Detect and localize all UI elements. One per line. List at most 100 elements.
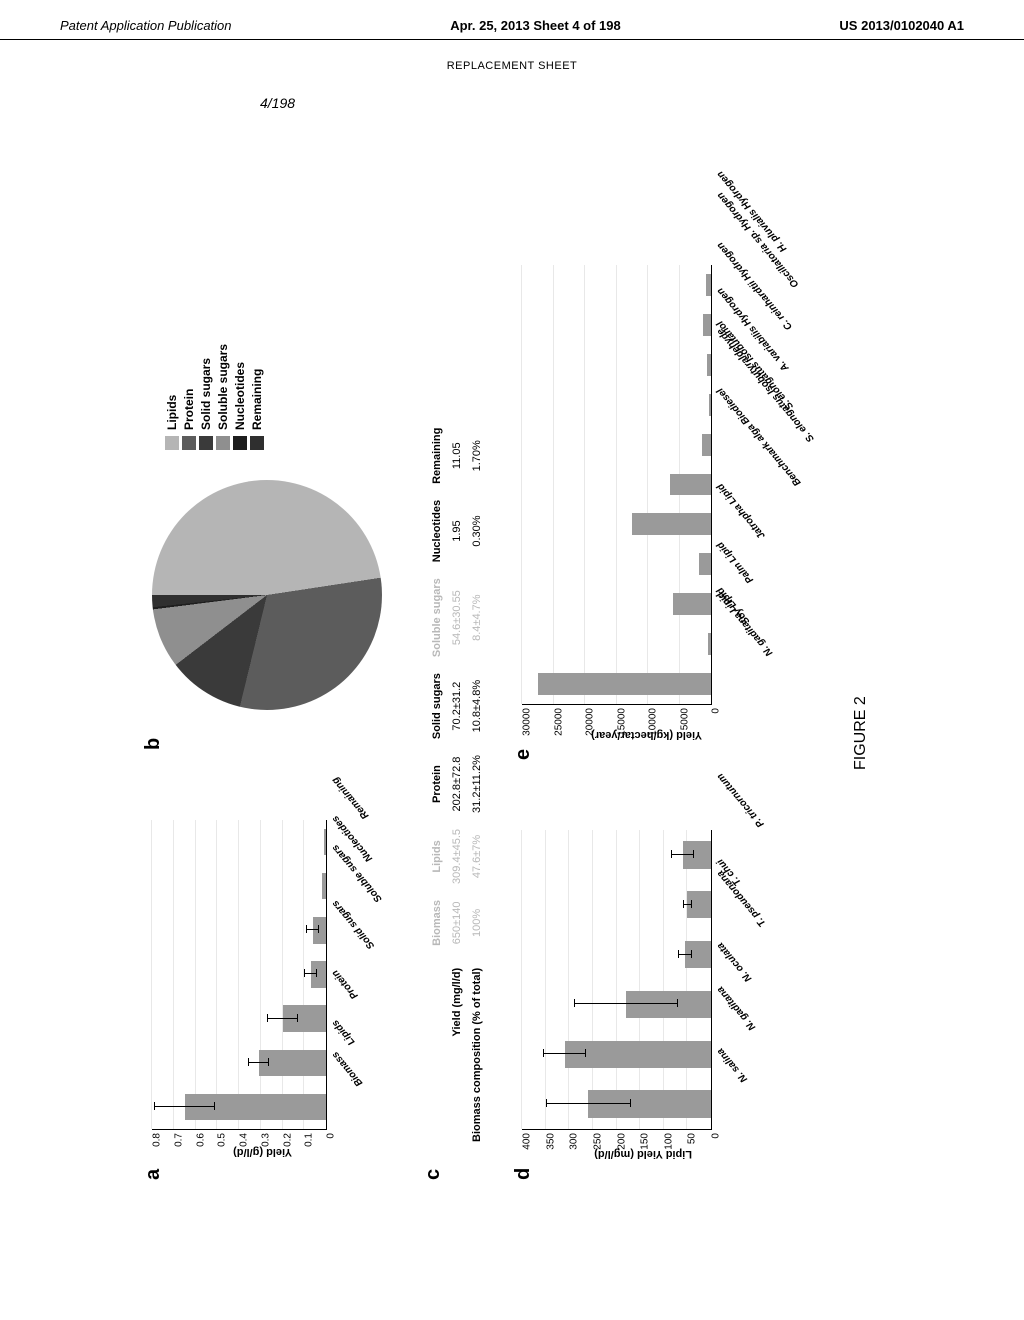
- ytick: 100: [663, 1129, 674, 1150]
- legend-label: Protein: [182, 389, 196, 430]
- table-cell: 650±140: [447, 892, 467, 954]
- chart-d-ylabel: Lipid Yield (mg/l/d): [594, 1148, 692, 1160]
- chart-d-plot: 050100150200250300350400N. salinaN. gadi…: [522, 830, 712, 1130]
- legend-label: Lipids: [165, 395, 179, 430]
- panel-b-label: b: [142, 738, 165, 750]
- bar: [702, 434, 711, 456]
- xlabel: Biomass: [330, 1049, 365, 1088]
- chart-a-ylabel: Yield (g/l/d): [233, 1146, 292, 1158]
- legend-item: Soluble sugars: [216, 344, 230, 450]
- ytick: 0: [711, 704, 722, 714]
- ytick: 0.2: [282, 1129, 293, 1147]
- table-rowlabel: Biomass composition (% of total): [467, 954, 487, 1150]
- table-header: [427, 954, 447, 1150]
- table-header: Solid sugars: [427, 665, 447, 747]
- bar: [707, 354, 711, 376]
- table-cell: 10.8±4.8%: [467, 665, 487, 747]
- xlabel: C. reinhardtii Hydrogen: [715, 240, 795, 332]
- ytick: 20000: [585, 704, 596, 736]
- table-cell: 11.05: [447, 420, 467, 492]
- table-rowlabel: Yield (mg/l/d): [447, 954, 467, 1150]
- legend-item: Remaining: [250, 344, 264, 450]
- xlabel: N. gaditana: [715, 984, 758, 1032]
- xlabel: N. oculata: [715, 940, 754, 984]
- table-cell: 202.8±72.8: [447, 747, 467, 821]
- legend-label: Solid sugars: [199, 358, 213, 430]
- table-header: Soluble sugars: [427, 570, 447, 665]
- legend-label: Nucleotides: [233, 362, 247, 430]
- bar: [324, 829, 326, 855]
- xlabel: T. pseudonana: [715, 868, 768, 929]
- ytick: 15000: [616, 704, 627, 736]
- panel-a-label: a: [142, 1169, 165, 1180]
- legend-item: Nucleotides: [233, 344, 247, 450]
- bar: [685, 941, 711, 968]
- ytick: 5000: [679, 704, 690, 730]
- table-cell: 309.4±45.5: [447, 821, 467, 892]
- xlabel: Soy Lipid: [715, 585, 752, 627]
- table-cell: 8.4±4.7%: [467, 570, 487, 665]
- chart-e-yield-hectare: Yield (kg/hectar/year) 05000100001500020…: [522, 265, 712, 705]
- ytick: 0: [711, 1129, 722, 1139]
- table-header: Nucleotides: [427, 492, 447, 570]
- ytick: 150: [640, 1129, 651, 1150]
- bar: [708, 633, 711, 655]
- legend-swatch: [165, 436, 179, 450]
- ytick: 250: [592, 1129, 603, 1150]
- chart-a-yield: Yield (g/l/d) 00.10.20.30.40.50.60.70.8B…: [152, 820, 327, 1130]
- xlabel: Protein: [330, 968, 361, 1001]
- bar: [588, 1090, 711, 1117]
- figure-caption: FIGURE 2: [852, 696, 870, 770]
- xlabel: P. tricornutum: [715, 771, 767, 829]
- pie-b: [152, 480, 382, 710]
- xlabel: Oscillatoria sp. Hydrogen: [715, 190, 801, 290]
- xlabel: N. salina: [715, 1046, 750, 1085]
- legend-label: Soluble sugars: [216, 344, 230, 430]
- bar: [311, 961, 326, 987]
- sheet-number: 4/198: [260, 95, 295, 111]
- table-cell: 1.95: [447, 492, 467, 570]
- ytick: 0.4: [239, 1129, 250, 1147]
- table-cell: 100%: [467, 892, 487, 954]
- table-cell: 54.6±30.55: [447, 570, 467, 665]
- bar: [565, 1041, 711, 1068]
- chart-e-plot: 050001000015000200002500030000N. gaditan…: [522, 265, 712, 705]
- legend-item: Protein: [182, 344, 196, 450]
- table-header: Remaining: [427, 420, 447, 492]
- ytick: 0.5: [217, 1129, 228, 1147]
- legend-swatch: [216, 436, 230, 450]
- header-right: US 2013/0102040 A1: [839, 18, 964, 33]
- legend-swatch: [182, 436, 196, 450]
- bar: [322, 873, 326, 899]
- bar: [703, 314, 711, 336]
- figure-container: a Yield (g/l/d) 00.10.20.30.40.50.60.70.…: [132, 200, 892, 1200]
- bar: [706, 274, 711, 296]
- chart-a-plot: 00.10.20.30.40.50.60.70.8BiomassLipidsPr…: [152, 820, 327, 1130]
- table-header: Protein: [427, 747, 447, 821]
- ytick: 400: [522, 1129, 533, 1150]
- ytick: 50: [687, 1129, 698, 1144]
- legend-item: Solid sugars: [199, 344, 213, 450]
- bar: [709, 394, 711, 416]
- ytick: 0: [326, 1129, 337, 1139]
- ytick: 30000: [522, 704, 533, 736]
- panel-e-label: e: [512, 749, 535, 760]
- bar: [699, 553, 711, 575]
- ytick: 0.1: [304, 1129, 315, 1147]
- xlabel: Lipids: [330, 1017, 357, 1047]
- ytick: 0.6: [195, 1129, 206, 1147]
- bar: [626, 991, 711, 1018]
- header-center: Apr. 25, 2013 Sheet 4 of 198: [450, 18, 621, 33]
- panel-d-label: d: [512, 1168, 535, 1180]
- legend-swatch: [250, 436, 264, 450]
- ytick: 0.7: [173, 1129, 184, 1147]
- table-cell: 1.70%: [467, 420, 487, 492]
- table-cell: 31.2±11.2%: [467, 747, 487, 821]
- legend-swatch: [199, 436, 213, 450]
- bar: [683, 841, 711, 868]
- page-header: Patent Application Publication Apr. 25, …: [0, 0, 1024, 40]
- legend-item: Lipids: [165, 344, 179, 450]
- ytick: 350: [545, 1129, 556, 1150]
- bar: [673, 593, 711, 615]
- table-cell: 0.30%: [467, 492, 487, 570]
